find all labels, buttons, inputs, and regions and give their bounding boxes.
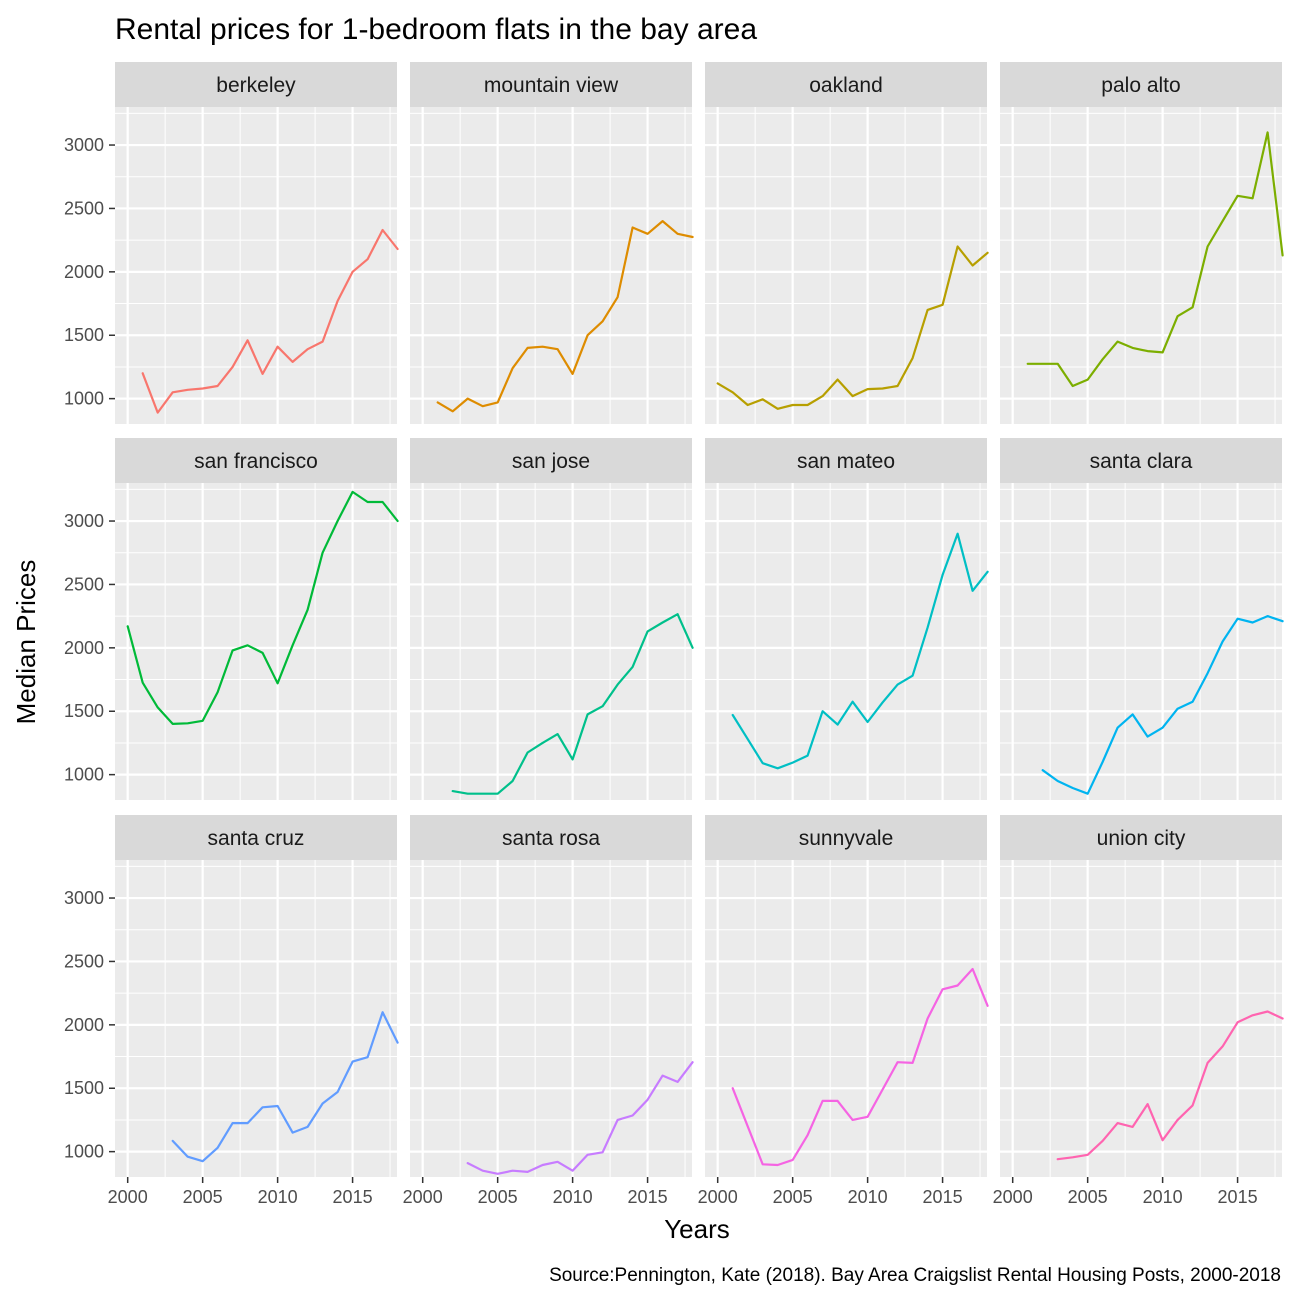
- series-line-sunnyvale: [731, 967, 989, 1167]
- strip-background: [1000, 62, 1282, 107]
- facet-san-jose: san jose: [410, 438, 694, 800]
- y-tick-label: 1000: [64, 765, 104, 785]
- x-tick-label: 2005: [1068, 1187, 1108, 1207]
- panel-background: [115, 860, 397, 1177]
- facet-san-francisco: san francisco 1000 1500 2000 2500 3000: [64, 438, 399, 800]
- x-tick-label: 2000: [108, 1187, 148, 1207]
- strip-label: san jose: [512, 450, 590, 473]
- series-line-san-mateo: [731, 532, 989, 770]
- panel-background: [410, 860, 692, 1177]
- series-line-santa-cruz: [171, 1011, 399, 1163]
- chart-title: Rental prices for 1-bedroom flats in the…: [115, 13, 757, 46]
- facet-santa-clara: santa clara: [1000, 438, 1284, 800]
- panel-background: [1000, 483, 1282, 800]
- panel-background: [705, 483, 987, 800]
- strip-label: berkeley: [216, 74, 296, 97]
- panel-background: [410, 107, 692, 424]
- x-tick-label: 2005: [183, 1187, 223, 1207]
- strip-label: san francisco: [194, 450, 318, 473]
- x-tick-label: 2005: [478, 1187, 518, 1207]
- strip-background: [705, 62, 987, 107]
- series-line-union-city: [1056, 1010, 1284, 1161]
- x-tick-label: 2000: [698, 1187, 738, 1207]
- x-tick-label: 2000: [403, 1187, 443, 1207]
- y-tick-label: 3000: [64, 888, 104, 908]
- strip-label: oakland: [809, 74, 883, 97]
- y-tick-label: 1500: [64, 1078, 104, 1098]
- chart-caption: Source:Pennington, Kate (2018). Bay Area…: [549, 1265, 1281, 1286]
- series-line-santa-clara: [1041, 614, 1284, 795]
- y-tick-label: 2500: [64, 198, 104, 218]
- facet-sunnyvale: sunnyvale 2000 2005 2010 2015: [698, 815, 989, 1207]
- panel-background: [1000, 860, 1282, 1177]
- y-tick-label: 1000: [64, 1142, 104, 1162]
- strip-background: [705, 815, 987, 860]
- strip-label: san mateo: [797, 450, 895, 473]
- strip-background: [1000, 438, 1282, 483]
- x-tick-label: 2000: [993, 1187, 1033, 1207]
- y-tick-label: 2000: [64, 1015, 104, 1035]
- strip-label: palo alto: [1101, 74, 1180, 97]
- y-tick-label: 3000: [64, 511, 104, 531]
- strip-label: santa clara: [1090, 450, 1193, 473]
- strip-background: [410, 438, 692, 483]
- facet-oakland: oakland: [705, 62, 989, 424]
- panel-background: [1000, 107, 1282, 424]
- y-tick-label: 3000: [64, 135, 104, 155]
- x-tick-label: 2010: [1143, 1187, 1183, 1207]
- x-tick-label: 2015: [923, 1187, 963, 1207]
- y-tick-label: 2500: [64, 574, 104, 594]
- strip-background: [410, 62, 692, 107]
- series-line-oakland: [716, 245, 989, 410]
- panel-background: [705, 107, 987, 424]
- y-tick-label: 2000: [64, 638, 104, 658]
- y-tick-label: 2500: [64, 951, 104, 971]
- facet-berkeley: berkeley 1000 1500 2000 2500 3000: [64, 62, 399, 424]
- series-line-san-jose: [451, 613, 694, 795]
- strip-label: santa rosa: [502, 827, 600, 850]
- strip-label: santa cruz: [208, 827, 305, 850]
- panel-background: [115, 107, 397, 424]
- x-tick-label: 2015: [1218, 1187, 1258, 1207]
- panel-background: [410, 483, 692, 800]
- facet-santa-rosa: santa rosa 2000 2005 2010 2015: [403, 815, 694, 1207]
- strip-background: [115, 62, 397, 107]
- panel-background: [115, 483, 397, 800]
- strip-label: union city: [1097, 827, 1186, 850]
- series-line-mountain-view: [436, 220, 694, 413]
- panel-background: [705, 860, 987, 1177]
- x-tick-label: 2010: [258, 1187, 298, 1207]
- strip-background: [115, 438, 397, 483]
- x-axis-title: Years: [664, 1214, 730, 1244]
- strip-label: mountain view: [484, 74, 619, 97]
- series-line-berkeley: [141, 228, 399, 414]
- x-tick-label: 2010: [848, 1187, 888, 1207]
- x-tick-label: 2005: [773, 1187, 813, 1207]
- facet-palo-alto: palo alto: [1000, 62, 1284, 424]
- y-tick-label: 1500: [64, 701, 104, 721]
- strip-background: [115, 815, 397, 860]
- strip-label: sunnyvale: [799, 827, 894, 850]
- y-tick-label: 1500: [64, 325, 104, 345]
- facet-santa-cruz: santa cruz 1000 1500 2000 2500 3000 2000 2005 20…: [64, 815, 399, 1207]
- facet-mountain-view: mountain view: [410, 62, 694, 424]
- y-axis-title: Median Prices: [11, 560, 41, 725]
- y-tick-label: 1000: [64, 389, 104, 409]
- series-line-santa-rosa: [466, 1061, 694, 1175]
- x-tick-label: 2015: [628, 1187, 668, 1207]
- series-line-san-francisco: [126, 490, 399, 726]
- facet-union-city: union city 2000 2005 2010 2015: [993, 815, 1284, 1207]
- x-tick-label: 2010: [553, 1187, 593, 1207]
- facet-san-mateo: san mateo: [705, 438, 989, 800]
- series-line-palo-alto: [1026, 131, 1284, 388]
- strip-background: [705, 438, 987, 483]
- y-tick-label: 2000: [64, 262, 104, 282]
- strip-background: [410, 815, 692, 860]
- x-tick-label: 2015: [333, 1187, 373, 1207]
- facet-panels: berkeley 1000 1500 2000 2500 3000 mountain vie…: [64, 62, 1284, 1207]
- strip-background: [1000, 815, 1282, 860]
